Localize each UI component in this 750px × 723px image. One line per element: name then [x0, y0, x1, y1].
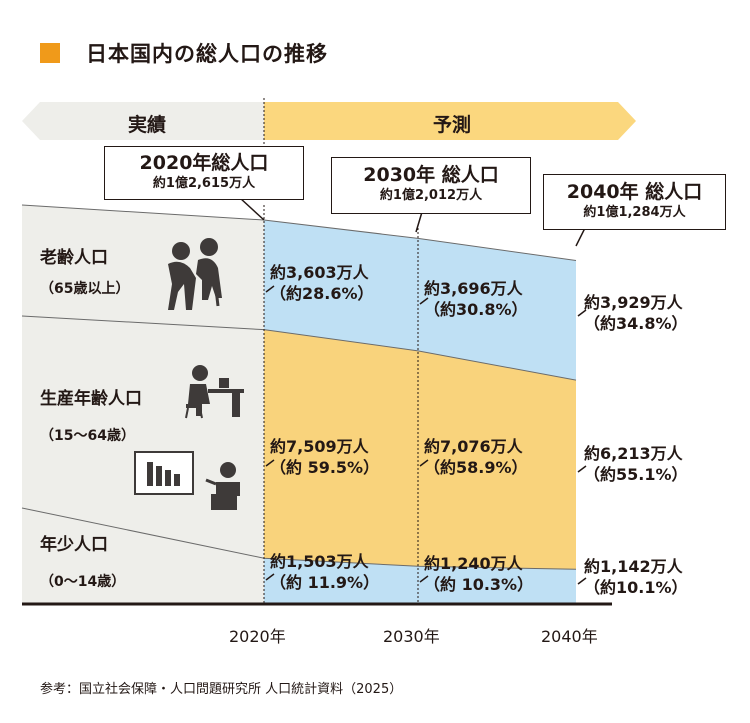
callout-pointer-2020 — [239, 197, 265, 221]
callout-pointer-2030 — [415, 211, 423, 233]
label-elderly-2030: 約3,696万人 （約30.8%） — [424, 278, 528, 320]
pointer-tick — [419, 575, 429, 583]
category-youth: 年少人口 （0〜14歳） — [40, 530, 125, 591]
value-text: 約3,603万人 — [270, 263, 369, 282]
label-elderly-2040: 約3,929万人 （約34.8%） — [584, 292, 688, 334]
category-youth-name: 年少人口 — [40, 535, 108, 555]
value-text: 約1,503万人 — [270, 552, 369, 571]
category-working-range: （15〜64歳） — [40, 428, 135, 444]
elderly-icon — [168, 238, 222, 310]
label-youth-2040: 約1,142万人 （約10.1%） — [584, 556, 688, 598]
value-text: 約6,213万人 — [584, 444, 683, 463]
value-text: 約7,509万人 — [270, 437, 369, 456]
category-elderly-name: 老齢人口 — [40, 248, 108, 268]
title-block: 日本国内の総人口の推移 — [40, 38, 328, 68]
pointer-tick — [419, 297, 429, 305]
callout-2020-value: 約1億2,615万人 — [152, 176, 256, 191]
boundary-working-youth — [21, 507, 577, 570]
label-working-2020: 約7,509万人 （約 59.5%） — [270, 436, 379, 478]
share-text: （約58.9%） — [424, 458, 528, 477]
band-working — [264, 329, 576, 570]
category-youth-range: （0〜14歳） — [40, 574, 126, 590]
label-working-2030: 約7,076万人 （約58.9%） — [424, 436, 528, 478]
actual-region — [22, 205, 264, 604]
share-text: （約10.1%） — [584, 578, 688, 597]
pointer-tick — [577, 309, 587, 317]
banner-forecast-label: 予測 — [433, 114, 472, 136]
actual-banner — [22, 102, 264, 140]
source-note: 参考：国立社会保障・人口問題研究所 人口統計資料（2025） — [40, 682, 403, 697]
title-square-icon — [40, 43, 60, 63]
callout-2020: 2020年総人口 約1億2,615万人 — [104, 146, 304, 200]
callout-2040-title: 2040年 総人口 — [566, 181, 703, 203]
forecast-banner — [264, 102, 636, 140]
callout-2030: 2030年 総人口 約1億2,012万人 — [331, 157, 531, 214]
value-text: 約3,696万人 — [424, 279, 523, 298]
category-elderly: 老齢人口 （65歳以上） — [40, 243, 129, 298]
value-text: 約7,076万人 — [424, 437, 523, 456]
share-text: （約 59.5%） — [270, 458, 380, 477]
office-worker-icon — [185, 365, 244, 419]
label-working-2040: 約6,213万人 （約55.1%） — [584, 443, 688, 485]
share-text: （約28.6%） — [270, 284, 374, 303]
x-tick-2030: 2030年 — [383, 627, 440, 646]
value-text: 約1,142万人 — [584, 557, 683, 576]
callout-2030-title: 2030年 総人口 — [363, 164, 499, 186]
pointer-tick — [265, 285, 275, 293]
pointer-tick — [577, 465, 587, 473]
pointer-tick — [419, 459, 429, 467]
share-text: （約30.8%） — [424, 300, 528, 319]
label-youth-2030: 約1,240万人 （約 10.3%） — [424, 553, 533, 595]
share-text: （約 10.3%） — [424, 575, 534, 594]
x-tick-2020: 2020年 — [229, 627, 286, 646]
chart-title: 日本国内の総人口の推移 — [86, 42, 328, 66]
boundary-elderly-working — [21, 315, 577, 381]
label-elderly-2020: 約3,603万人 （約28.6%） — [270, 262, 374, 304]
label-youth-2020: 約1,503万人 （約 11.9%） — [270, 551, 379, 593]
presenter-icon — [134, 451, 240, 510]
callout-2040-value: 約1億1,284万人 — [583, 205, 686, 220]
callout-2030-value: 約1億2,012万人 — [379, 188, 483, 203]
share-text: （約 11.9%） — [270, 573, 380, 592]
value-text: 約1,240万人 — [424, 554, 523, 573]
boundary-total — [21, 204, 577, 262]
category-working-name: 生産年齢人口 — [40, 389, 142, 409]
callout-2040: 2040年 総人口 約1億1,284万人 — [543, 174, 726, 230]
pointer-tick — [265, 459, 275, 467]
share-text: （約55.1%） — [584, 465, 688, 484]
category-elderly-range: （65歳以上） — [40, 281, 130, 297]
share-text: （約34.8%） — [584, 314, 688, 333]
callout-pointer-2040 — [575, 227, 586, 247]
value-text: 約3,929万人 — [584, 293, 683, 312]
callout-2020-title: 2020年総人口 — [139, 152, 269, 174]
pointer-tick — [265, 573, 275, 581]
category-working: 生産年齢人口 （15〜64歳） — [40, 384, 142, 445]
banner-actual-label: 実績 — [128, 114, 167, 136]
x-tick-2040: 2040年 — [541, 627, 598, 646]
pointer-tick — [577, 577, 587, 585]
